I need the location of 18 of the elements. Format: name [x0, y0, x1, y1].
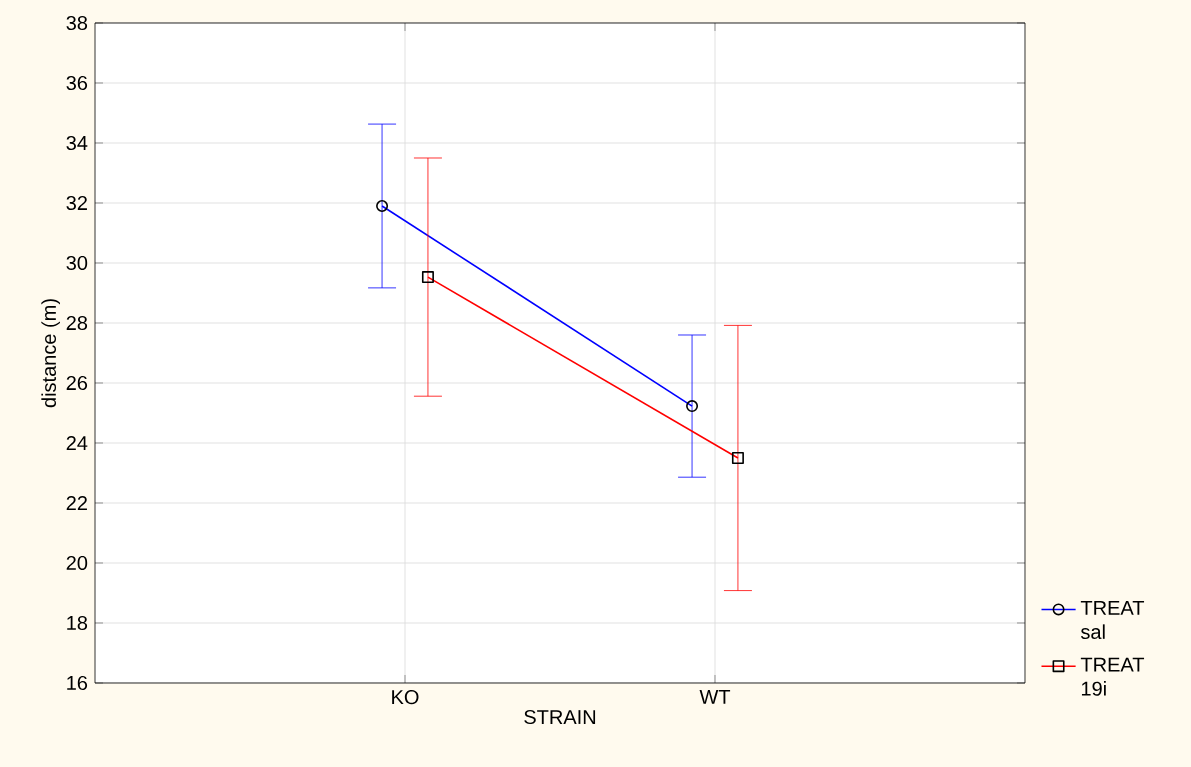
y-tick-label: 22	[66, 496, 87, 510]
y-axis-title: distance (m)	[41, 299, 60, 408]
y-tick-label: 32	[66, 195, 87, 211]
x-tick-label: WT	[699, 690, 731, 704]
y-tick-label: 30	[66, 255, 88, 271]
y-tick-label: 28	[66, 315, 88, 331]
x-tick-label: KO	[392, 690, 419, 705]
legend-label: TREAT 19i	[1080, 657, 1145, 696]
y-tick-label: 24	[66, 436, 88, 450]
x-axis-title: STRAIN	[524, 709, 596, 725]
y-tick-label: 18	[67, 615, 88, 631]
legend-label: TREAT sal	[1080, 601, 1145, 640]
y-tick-label: 20	[66, 555, 88, 571]
y-tick-label: 38	[66, 15, 88, 31]
y-tick-label: 34	[66, 135, 88, 151]
y-tick-label: 36	[66, 75, 88, 91]
y-tick-label: 26	[66, 375, 88, 391]
y-tick-label: 16	[67, 675, 88, 691]
